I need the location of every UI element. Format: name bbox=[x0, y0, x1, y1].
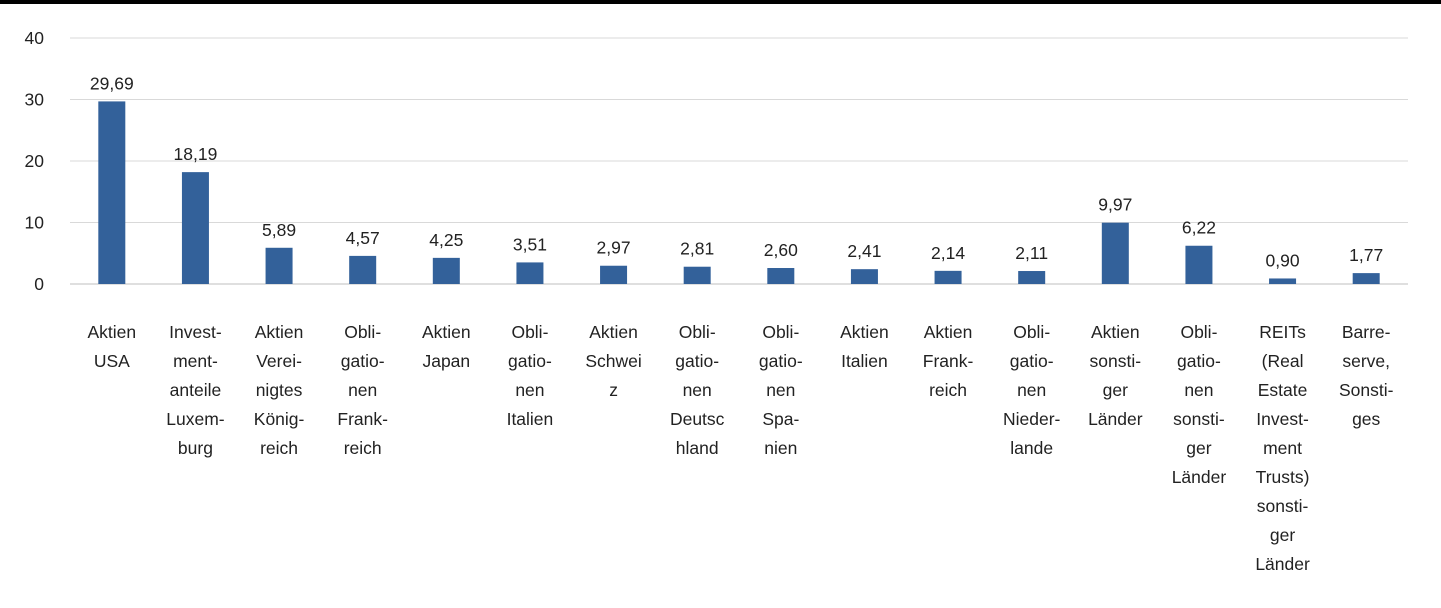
data-label: 3,51 bbox=[513, 234, 547, 254]
bar bbox=[934, 270, 962, 284]
bar bbox=[181, 172, 209, 284]
x-category-label: Aktien Italien bbox=[840, 322, 889, 371]
bar bbox=[1352, 273, 1380, 284]
bar bbox=[683, 266, 711, 284]
y-tick-label: 0 bbox=[34, 274, 44, 294]
x-category-label: Obli- gatio- nen Spa- nien bbox=[758, 322, 803, 458]
bars bbox=[98, 101, 1380, 285]
bar bbox=[1185, 245, 1213, 284]
bar bbox=[850, 269, 878, 284]
x-category-label: REITs (Real Estate Invest- ment Trusts) … bbox=[1255, 322, 1310, 574]
bar bbox=[98, 101, 126, 285]
y-tick-label: 40 bbox=[25, 28, 45, 48]
data-label: 2,41 bbox=[847, 241, 881, 261]
x-category-label: Aktien Schwei z bbox=[585, 322, 642, 400]
bar bbox=[1018, 271, 1046, 284]
bar bbox=[265, 247, 293, 284]
x-category-label: Aktien Japan bbox=[421, 322, 471, 371]
bar bbox=[1269, 278, 1297, 284]
gridlines bbox=[70, 37, 1408, 285]
data-label: 0,90 bbox=[1266, 250, 1300, 270]
x-category-label: Aktien Verei- nigtes König- reich bbox=[253, 322, 305, 458]
data-label: 6,22 bbox=[1182, 218, 1216, 238]
data-label: 2,97 bbox=[597, 238, 631, 258]
y-tick-label: 20 bbox=[25, 151, 45, 171]
y-tick-label: 30 bbox=[25, 90, 45, 110]
bar bbox=[432, 257, 460, 284]
x-category-label: Obli- gatio- nen sonsti- ger Länder bbox=[1171, 322, 1227, 487]
x-category-label: Obli- gatio- nen Frank- reich bbox=[337, 322, 388, 458]
data-label: 2,14 bbox=[931, 243, 965, 263]
y-tick-label: 10 bbox=[25, 213, 45, 233]
x-category-label: Invest- ment- anteile Luxem- burg bbox=[166, 322, 225, 458]
data-label: 18,19 bbox=[174, 144, 218, 164]
x-category-label: Obli- gatio- nen Deutsc hland bbox=[669, 322, 725, 458]
data-label: 29,69 bbox=[90, 73, 134, 93]
bar bbox=[767, 268, 795, 284]
data-label: 5,89 bbox=[262, 220, 296, 240]
x-category-label: Obli- gatio- nen Nieder- lande bbox=[1002, 322, 1061, 458]
bar bbox=[600, 265, 628, 284]
bar bbox=[1101, 222, 1129, 284]
bar bbox=[516, 262, 544, 284]
top-rule bbox=[0, 0, 1441, 4]
data-labels: 29,69 18,19 5,89 4,57 4,25 3,51 2,97 2,81 2,60 2,… bbox=[90, 73, 1383, 270]
x-category-label: Aktien sonsti- ger Länder bbox=[1088, 322, 1143, 429]
data-label: 4,57 bbox=[346, 228, 380, 248]
data-label: 1,77 bbox=[1349, 245, 1383, 265]
bar bbox=[349, 255, 377, 284]
data-label: 2,81 bbox=[680, 239, 714, 259]
x-category-label: Barre- serve, Sonsti- ges bbox=[1338, 322, 1394, 429]
y-axis-ticks: 0 10 20 30 40 bbox=[25, 28, 45, 294]
data-label: 9,97 bbox=[1098, 195, 1132, 215]
x-category-label: Aktien USA bbox=[87, 322, 137, 371]
data-label: 2,60 bbox=[764, 240, 798, 260]
x-category-label: Obli- gatio- nen Italien bbox=[506, 322, 554, 429]
data-label: 4,25 bbox=[429, 230, 463, 250]
x-category-label: Aktien Frank- reich bbox=[922, 322, 974, 400]
data-label: 2,11 bbox=[1015, 243, 1048, 263]
